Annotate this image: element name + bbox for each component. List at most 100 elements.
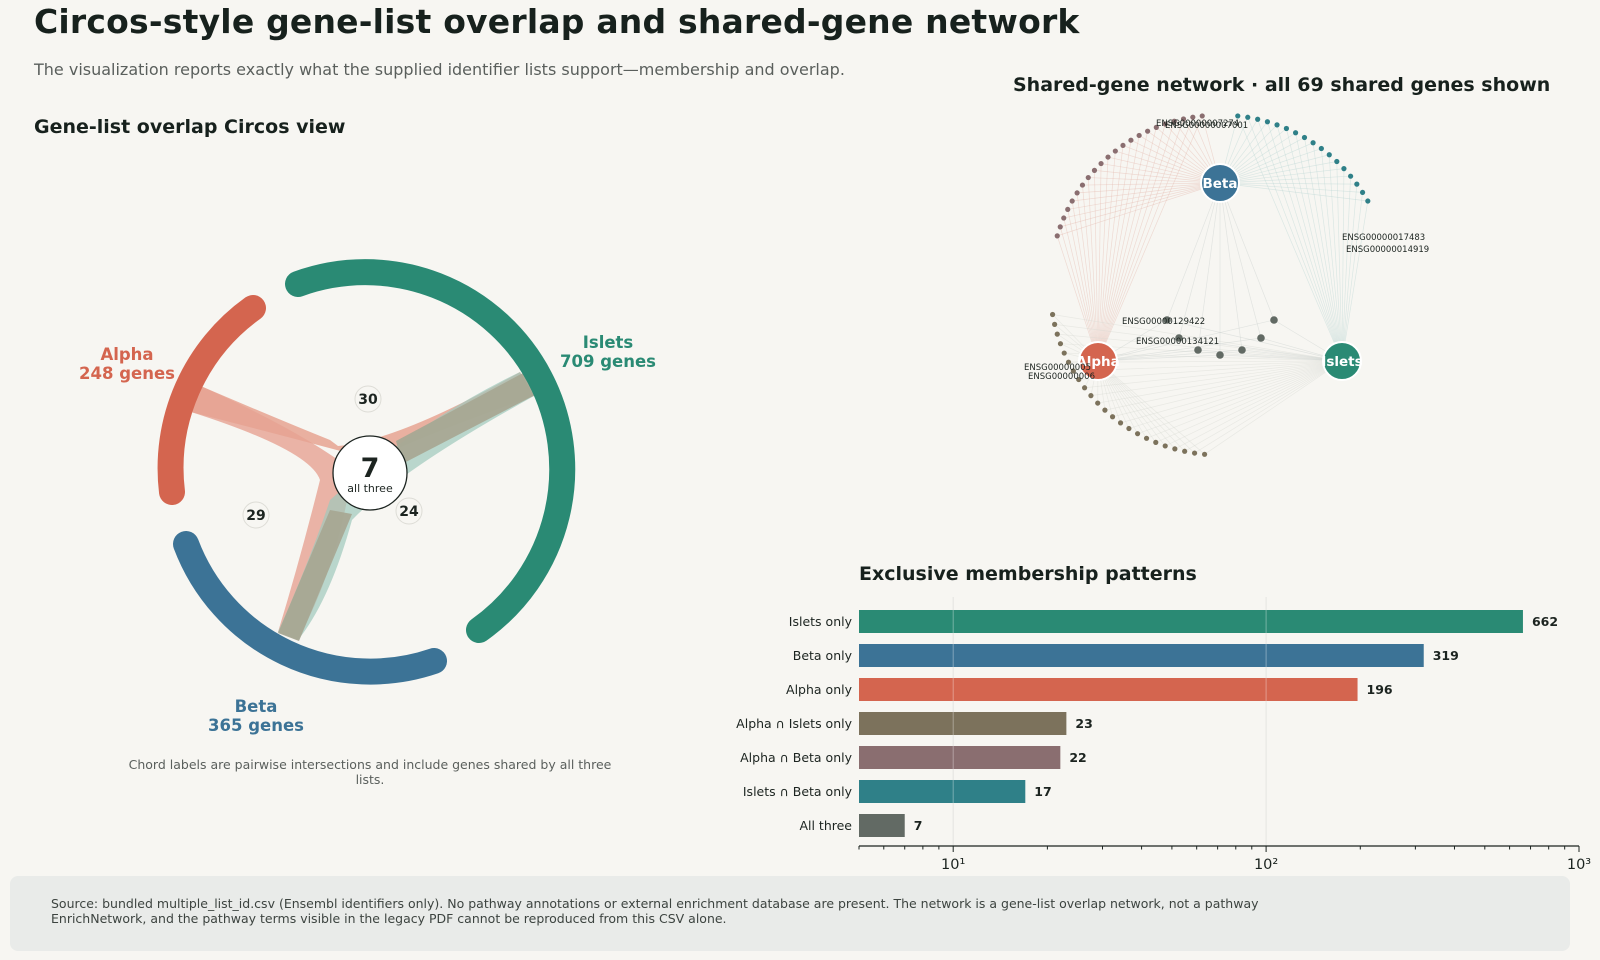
pairwise-badge-islets-beta: 24 <box>395 497 423 525</box>
gene-node[interactable] <box>1310 140 1316 146</box>
gene-node[interactable] <box>1049 311 1056 318</box>
circos-note: Chord labels are pairwise intersections … <box>128 757 612 787</box>
gene-node[interactable] <box>1153 124 1159 130</box>
gene-node[interactable] <box>1052 321 1058 327</box>
gene-node[interactable] <box>1112 148 1118 154</box>
gene-node[interactable] <box>1117 420 1124 426</box>
gene-node[interactable] <box>1098 160 1104 167</box>
gene-node[interactable] <box>1088 393 1094 399</box>
alpha-name-label: Alpha <box>100 345 153 364</box>
gene-node[interactable] <box>1054 233 1060 239</box>
gene-node[interactable] <box>1341 166 1347 172</box>
gene-node[interactable] <box>1153 439 1159 445</box>
page-title: Circos-style gene-list overlap and share… <box>34 2 1080 41</box>
network-edge <box>1097 360 1185 452</box>
gene-node[interactable] <box>1057 341 1064 347</box>
gene-node[interactable] <box>1334 158 1340 165</box>
gene-node[interactable] <box>1105 154 1111 160</box>
network-edge <box>1328 154 1343 362</box>
gene-node[interactable] <box>1216 351 1224 359</box>
gene-node[interactable] <box>1190 114 1196 120</box>
network-edge <box>1067 182 1221 210</box>
bar-value-label: 7 <box>914 818 923 833</box>
circos-chart: Alpha 248 genes Islets 709 genes Beta 36… <box>79 259 656 735</box>
pairwise-value: 30 <box>358 392 378 408</box>
gene-node[interactable] <box>1061 215 1067 221</box>
gene-node[interactable] <box>1270 316 1278 324</box>
gene-node[interactable] <box>1145 128 1151 134</box>
gene-node[interactable] <box>1070 368 1076 374</box>
gene-node[interactable] <box>1194 346 1202 354</box>
network-edge <box>1341 168 1345 362</box>
gene-node[interactable] <box>1126 425 1132 432</box>
gene-node[interactable] <box>1065 359 1072 365</box>
gene-node[interactable] <box>1162 121 1168 127</box>
gene-node[interactable] <box>1143 435 1150 441</box>
gene-node[interactable] <box>1163 316 1171 324</box>
hub-beta[interactable]: Beta <box>1200 163 1240 203</box>
gene-node[interactable] <box>1061 350 1067 356</box>
hub-islets[interactable]: Islets <box>1321 341 1363 381</box>
gene-node[interactable] <box>1136 132 1142 139</box>
gene-node[interactable] <box>1175 334 1183 342</box>
gene-node[interactable] <box>1201 451 1208 457</box>
gene-node[interactable] <box>1264 119 1271 125</box>
gene-node[interactable] <box>1318 145 1324 152</box>
gene-node[interactable] <box>1292 130 1299 136</box>
gene-node[interactable] <box>1162 443 1168 449</box>
gene-node[interactable] <box>1069 198 1075 204</box>
gene-node[interactable] <box>1238 346 1246 354</box>
gene-node[interactable] <box>1182 448 1188 454</box>
gene-node[interactable] <box>1354 181 1360 187</box>
gene-node[interactable] <box>1109 414 1116 420</box>
network-edge <box>1097 360 1205 455</box>
gene-node[interactable] <box>1326 152 1332 158</box>
gene-node[interactable] <box>1128 137 1134 143</box>
network-edge <box>1312 142 1343 362</box>
gene-node[interactable] <box>1079 182 1086 188</box>
hub-alpha[interactable]: Alpha <box>1076 341 1120 381</box>
gene-node[interactable] <box>1301 134 1308 141</box>
gene-node[interactable] <box>1365 198 1371 204</box>
arc-alpha <box>157 295 266 505</box>
gene-node[interactable] <box>1245 114 1251 120</box>
gene-node[interactable] <box>1091 167 1098 173</box>
gene-node[interactable] <box>1348 173 1354 179</box>
bar-chart-title: Exclusive membership patterns <box>859 563 1197 585</box>
gene-node[interactable] <box>1076 376 1082 383</box>
gene-node[interactable] <box>1359 189 1366 196</box>
network-edge <box>1084 360 1343 389</box>
gene-node[interactable] <box>1134 431 1141 437</box>
gene-node[interactable] <box>1283 125 1290 132</box>
gene-node[interactable] <box>1120 142 1126 149</box>
network-edge <box>1219 168 1344 184</box>
gene-node[interactable] <box>1257 334 1265 342</box>
gene-node[interactable] <box>1199 113 1205 119</box>
center-all-three: 7 all three <box>332 435 408 511</box>
network-edge <box>1101 163 1221 184</box>
gene-node[interactable] <box>1081 385 1088 391</box>
gene-node[interactable] <box>1180 116 1187 122</box>
network-edge <box>1060 182 1221 228</box>
bar-0 <box>859 610 1523 633</box>
gene-node[interactable] <box>1172 446 1178 452</box>
arc-islets <box>285 259 576 643</box>
gene-node[interactable] <box>1274 122 1280 128</box>
gene-node[interactable] <box>1102 407 1108 413</box>
bar-2 <box>859 678 1358 701</box>
gene-node[interactable] <box>1054 331 1060 337</box>
gene-node[interactable] <box>1191 450 1198 456</box>
network-edge <box>1073 360 1343 372</box>
gene-node[interactable] <box>1235 113 1241 119</box>
gene-node[interactable] <box>1074 190 1080 196</box>
gene-node[interactable] <box>1085 174 1091 181</box>
gene-node[interactable] <box>1255 116 1261 122</box>
pairwise-badge-alpha-beta: 29 <box>242 501 270 529</box>
beta-count-label: 365 genes <box>208 716 304 735</box>
gene-node[interactable] <box>1171 118 1177 124</box>
gene-node[interactable] <box>1095 400 1101 406</box>
gene-node[interactable] <box>1065 206 1071 213</box>
gene-label-top-a: ENSG00000007274 <box>1156 119 1239 129</box>
gene-node[interactable] <box>1057 224 1063 230</box>
pairwise-badge-alpha-islets: 30 <box>354 385 382 413</box>
